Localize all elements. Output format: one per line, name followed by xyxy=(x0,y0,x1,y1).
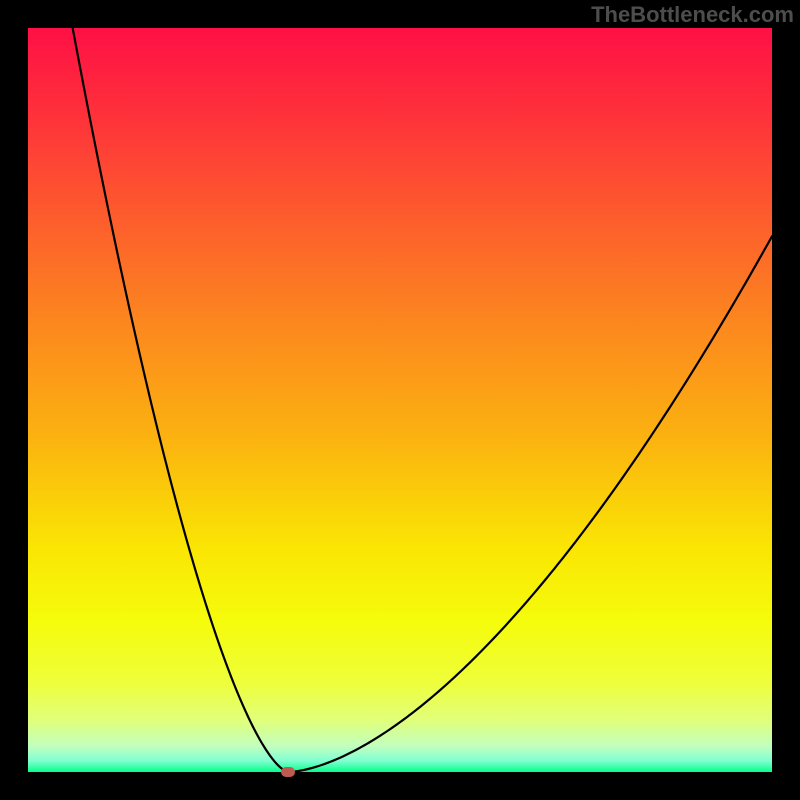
curve-svg xyxy=(28,28,772,772)
chart-container: TheBottleneck.com xyxy=(0,0,800,800)
minimum-marker xyxy=(281,767,295,777)
bottleneck-curve xyxy=(73,28,772,772)
plot-area xyxy=(28,28,772,772)
watermark-text: TheBottleneck.com xyxy=(591,2,794,28)
